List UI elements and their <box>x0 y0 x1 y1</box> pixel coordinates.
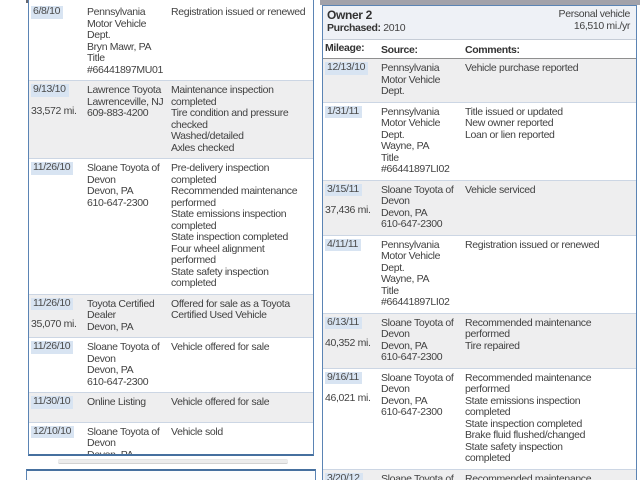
vehicle-type: Personal vehicle <box>558 8 631 20</box>
date-badge: 11/30/10 <box>31 395 74 409</box>
table-row: 12/13/10 Pennsylvania Motor Vehicle Dept… <box>323 59 636 102</box>
date-cell: 11/26/10 <box>29 340 87 388</box>
comments-cell: Pre-delivery inspection completed Recomm… <box>171 162 298 289</box>
source-cell: Toyota Certified Dealer Devon, PA <box>87 297 155 333</box>
table-row: 1/31/11 Pennsylvania Motor Vehicle Dept.… <box>323 101 636 180</box>
date-badge: 6/13/11 <box>325 316 362 329</box>
mileage-text: 35,070 mi. <box>31 318 77 330</box>
purchased-value: 2010 <box>383 22 406 34</box>
date-badge: 9/16/11 <box>325 371 362 384</box>
table-row: 11/26/10 Sloane Toyota of Devon Devon, P… <box>29 337 313 392</box>
date-cell: 1/31/11 <box>323 105 381 176</box>
owner2-rows: 12/13/10 Pennsylvania Motor Vehicle Dept… <box>323 59 636 480</box>
table-row: 6/13/11 40,352 mi. Sloane Toyota of Devo… <box>323 312 636 368</box>
date-badge: 6/8/10 <box>31 5 64 19</box>
source-cell: Sloane Toyota of Devon Devon, PA 610-647… <box>87 162 160 209</box>
date-badge: 3/15/11 <box>325 183 362 196</box>
comments-cell: Recommended maintenance performed State … <box>465 371 592 464</box>
source-cell: Sloane Toyota of Devon Devon, PA 610-647… <box>87 341 160 388</box>
date-cell: 6/13/11 40,352 mi. <box>323 316 381 364</box>
date-cell: 9/13/10 33,572 mi. <box>29 83 87 154</box>
comments-cell: Title issued or updated New owner report… <box>465 105 563 141</box>
comments-cell: Registration issued or renewed <box>465 238 600 251</box>
table-row: 3/20/12 51,125 mi. Sloane Toyota of Devo… <box>323 468 636 480</box>
mileage-text: 46,021 mi. <box>325 392 371 404</box>
owner2-history-table: Owner 2 Purchased: 2010 Personal vehicle… <box>322 5 637 480</box>
date-cell: 3/20/12 51,125 mi. <box>323 472 381 480</box>
source-cell: Sloane Toyota of Devon Devon, PA 610-647… <box>381 472 454 480</box>
comments-cell: Recommended maintenance performed Four w… <box>465 472 592 480</box>
owner-title: Owner 2 <box>327 8 372 22</box>
source-cell: Pennsylvania Motor Vehicle Dept. <box>381 62 441 97</box>
source-cell: Pennsylvania Motor Vehicle Dept. Wayne, … <box>381 105 450 175</box>
mileage-text: 37,436 mi. <box>325 204 371 216</box>
date-badge: 11/26/10 <box>31 297 74 310</box>
next-section-top-edge <box>26 469 316 480</box>
comments-cell: Vehicle offered for sale <box>171 341 270 353</box>
date-cell: 3/15/11 37,436 mi. <box>323 183 381 231</box>
owner2-header: Owner 2 Purchased: 2010 Personal vehicle… <box>323 6 636 40</box>
source-cell: Online Listing <box>87 396 146 408</box>
source-cell: Pennsylvania Motor Vehicle Dept. Wayne, … <box>381 238 450 308</box>
date-cell: 12/10/10 <box>29 425 87 455</box>
comments-cell: Offered for sale as a Toyota Certified U… <box>171 297 290 321</box>
table-row: 4/11/11 Pennsylvania Motor Vehicle Dept.… <box>323 234 636 313</box>
date-badge: 12/13/10 <box>325 61 369 75</box>
source-cell: Lawrence Toyota Lawrenceville, NJ 609-88… <box>87 84 164 119</box>
comments-cell: Vehicle sold <box>171 425 223 438</box>
date-badge: 3/20/12 <box>325 472 363 480</box>
source-cell: Sloane Toyota of Devon Devon, PA 610-647… <box>381 183 454 230</box>
date-badge: 11/26/10 <box>31 161 74 175</box>
table-row: 12/10/10 Sloane Toyota of Devon Devon, P… <box>29 421 313 456</box>
comments-cell: Vehicle purchase reported <box>465 62 579 74</box>
date-cell: 4/11/11 <box>323 238 381 309</box>
table-row: 11/26/10 35,070 mi. Toyota Certified Dea… <box>29 293 313 337</box>
date-cell: 12/13/10 <box>323 61 381 98</box>
date-cell: 11/26/10 35,070 mi. <box>29 297 87 334</box>
table-row: 11/26/10 Sloane Toyota of Devon Devon, P… <box>29 158 313 294</box>
owner1-history-table: 6/8/10 Pennsylvania Motor Vehicle Dept. … <box>28 0 314 456</box>
date-cell: 9/16/11 46,021 mi. <box>323 371 381 465</box>
date-cell: 6/8/10 <box>29 5 87 76</box>
column-headers: Mileage: Source: Comments: <box>323 40 636 59</box>
source-cell: Sloane Toyota of Devon Devon, PA 610-647… <box>381 316 454 363</box>
date-badge: 4/11/11 <box>325 238 362 251</box>
date-badge: 1/31/11 <box>325 105 362 118</box>
comments-cell: Registration issued or renewed <box>171 6 306 18</box>
purchased-label: Purchased: <box>327 22 381 34</box>
comments-cell: Vehicle offered for sale <box>171 396 270 408</box>
date-cell: 11/26/10 <box>29 161 87 290</box>
source-cell: Sloane Toyota of Devon Devon, PA 610-647… <box>87 425 160 456</box>
owner2-header-right: Personal vehicle 16,510 mi./yr <box>558 8 631 35</box>
comments-cell: Vehicle serviced <box>465 183 536 196</box>
mileage-text: 40,352 mi. <box>325 337 371 349</box>
miles-per-year: 16,510 mi./yr <box>573 19 631 32</box>
mileage-column-header: Mileage: <box>325 41 365 54</box>
previous-section-bottom-bar <box>320 0 640 5</box>
comments-column-header: Comments: <box>465 43 520 56</box>
source-column-header: Source: <box>381 43 418 56</box>
table-row: 11/30/10 Online Listing Vehicle offered … <box>29 392 313 422</box>
comments-cell: Recommended maintenance performed Tire r… <box>465 316 592 352</box>
purchased-line: Purchased: 2010 <box>327 22 406 35</box>
table-row: 3/15/11 37,436 mi. Sloane Toyota of Devo… <box>323 179 636 235</box>
mileage-text: 33,572 mi. <box>31 104 77 117</box>
comments-cell: Maintenance inspection completed Tire co… <box>171 84 289 154</box>
date-cell: 11/30/10 <box>29 395 87 418</box>
table-row: 6/8/10 Pennsylvania Motor Vehicle Dept. … <box>29 3 313 80</box>
table-row: 9/16/11 46,021 mi. Sloane Toyota of Devo… <box>323 367 636 469</box>
date-badge: 12/10/10 <box>31 425 75 438</box>
owner2-header-left: Owner 2 Purchased: 2010 <box>327 8 406 35</box>
source-cell: Sloane Toyota of Devon Devon, PA 610-647… <box>381 371 454 418</box>
date-badge: 9/13/10 <box>31 83 69 97</box>
section-divider <box>58 459 288 464</box>
table-row: 9/13/10 33,572 mi. Lawrence Toyota Lawre… <box>29 80 313 158</box>
date-badge: 11/26/10 <box>31 340 74 354</box>
source-cell: Pennsylvania Motor Vehicle Dept. Bryn Ma… <box>87 6 164 76</box>
